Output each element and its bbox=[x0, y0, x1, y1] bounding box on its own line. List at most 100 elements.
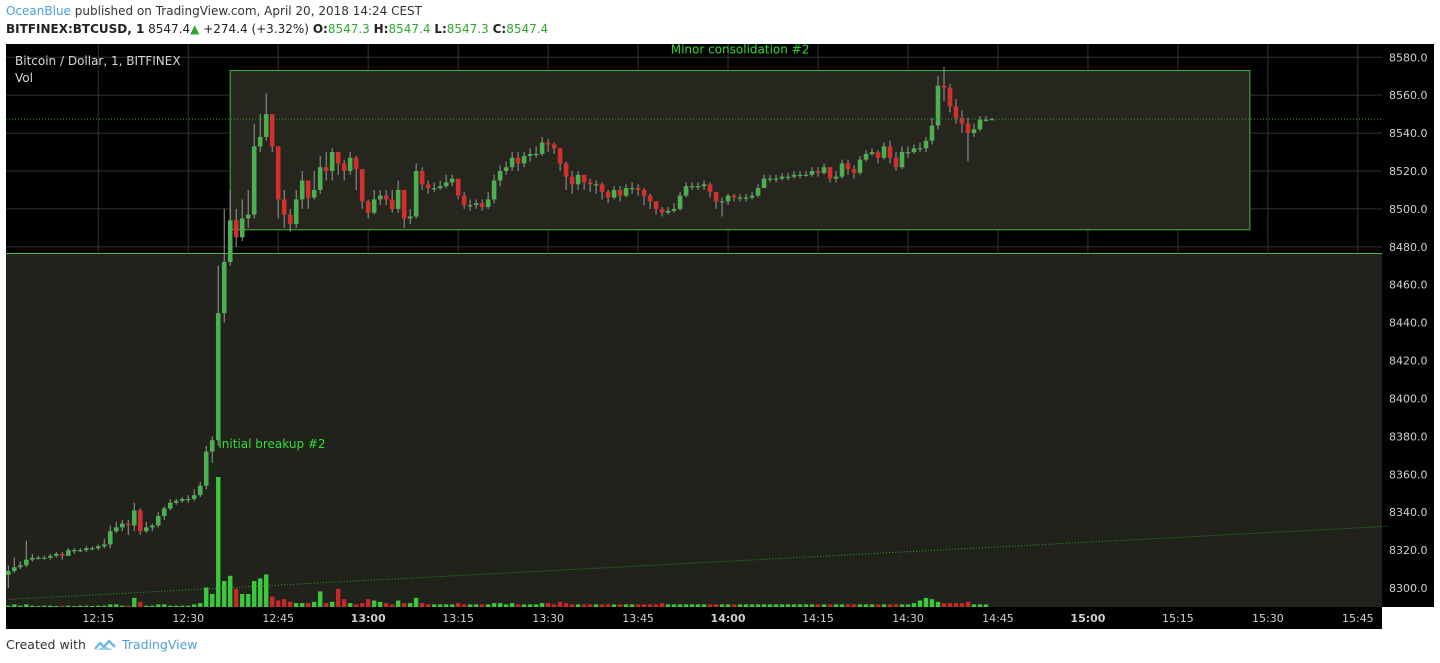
candle-body bbox=[851, 169, 857, 173]
volume-bar bbox=[455, 603, 461, 607]
candles bbox=[6, 66, 995, 589]
volume-bar bbox=[623, 604, 629, 607]
volume-bar bbox=[755, 604, 761, 607]
volume-bar bbox=[635, 604, 641, 607]
candle-body bbox=[881, 146, 887, 158]
candle-body bbox=[71, 550, 77, 552]
volume-bar bbox=[959, 603, 965, 607]
volume-bar bbox=[317, 591, 323, 607]
candle-body bbox=[263, 114, 269, 137]
price-tick-label: 8320.0 bbox=[1389, 544, 1428, 557]
volume-bar bbox=[395, 600, 401, 607]
volume-bar bbox=[240, 594, 245, 607]
candle-body bbox=[905, 152, 911, 154]
candle-body bbox=[839, 163, 845, 177]
volume-bar bbox=[282, 599, 287, 607]
volume-bar bbox=[311, 601, 317, 607]
volume-bar bbox=[941, 603, 947, 607]
candle-body bbox=[761, 178, 767, 189]
volume-bar bbox=[809, 604, 815, 607]
volume-bar bbox=[707, 604, 713, 607]
volume-bar bbox=[473, 604, 479, 607]
price-chart[interactable]: 8300.0 8320.0 8340.0 8360.0 8380.0 8400.0 8420… bbox=[0, 42, 1440, 629]
volume-bar bbox=[425, 604, 431, 607]
candle-body bbox=[329, 152, 335, 172]
candle-body bbox=[377, 195, 383, 200]
candle-body bbox=[719, 201, 725, 203]
time-tick-label: 13:45 bbox=[622, 612, 654, 625]
volume-bar bbox=[323, 603, 329, 607]
volume-bar bbox=[174, 605, 179, 607]
chart-container[interactable]: 8300.0 8320.0 8340.0 8360.0 8380.0 8400.0 8420… bbox=[0, 42, 1440, 629]
volume-bar bbox=[168, 605, 173, 607]
time-axis-labels: 12:15 12:30 12:45 13:00 13:15 13:30 13:45 14:00… bbox=[82, 612, 1373, 625]
candle-body bbox=[737, 197, 743, 199]
candle-body bbox=[893, 157, 899, 168]
consolidation-label[interactable]: Minor consolidation #2 bbox=[671, 43, 810, 57]
volume-bar bbox=[587, 604, 593, 607]
candle-body bbox=[977, 119, 983, 130]
candle-body bbox=[239, 218, 245, 238]
volume-bar bbox=[683, 604, 689, 607]
volume-bar bbox=[42, 605, 47, 607]
trend-line bbox=[8, 525, 1388, 600]
candle-body bbox=[587, 182, 593, 185]
volume-bar bbox=[923, 597, 929, 607]
volume-bar bbox=[911, 603, 917, 607]
candle-body bbox=[311, 189, 317, 198]
candle-body bbox=[401, 189, 407, 219]
candle-body bbox=[245, 214, 251, 219]
volume-bar bbox=[863, 604, 869, 607]
volume-bar bbox=[6, 605, 11, 607]
candle-body bbox=[875, 152, 881, 158]
candle-body bbox=[569, 176, 575, 185]
candle-body bbox=[269, 114, 275, 147]
time-tick-label: 15:00 bbox=[1070, 612, 1105, 625]
candle-body bbox=[869, 152, 875, 154]
volume-bar bbox=[647, 604, 653, 607]
candle-body bbox=[227, 220, 233, 262]
volume-bar bbox=[365, 599, 371, 607]
price-axis[interactable] bbox=[1382, 44, 1434, 607]
author-link[interactable]: OceanBlue bbox=[6, 4, 71, 18]
candle-body bbox=[149, 525, 155, 528]
time-tick-label: 14:15 bbox=[802, 612, 834, 625]
candle-body bbox=[473, 203, 479, 206]
tradingview-logo-icon[interactable] bbox=[94, 638, 116, 652]
price-tick-label: 8420.0 bbox=[1389, 355, 1428, 368]
candle-body bbox=[629, 188, 635, 190]
candle-body bbox=[197, 485, 203, 496]
tradingview-link[interactable]: TradingView bbox=[121, 637, 198, 652]
volume-bar bbox=[144, 605, 149, 607]
volume-bar bbox=[599, 604, 605, 607]
price-tick-label: 8580.0 bbox=[1389, 51, 1428, 64]
price-tick-label: 8460.0 bbox=[1389, 279, 1428, 292]
candle-body bbox=[431, 188, 437, 190]
publish-text: published on TradingView.com, April 20, … bbox=[70, 4, 422, 18]
volume-bar bbox=[108, 604, 113, 607]
candle-body bbox=[797, 174, 803, 176]
candle-body bbox=[605, 191, 611, 198]
volume-bar bbox=[611, 604, 617, 607]
volume-bar bbox=[779, 604, 785, 607]
volume-bar bbox=[665, 604, 671, 607]
breakup-label[interactable]: Initial breakup #2 bbox=[218, 437, 325, 451]
volume-bar bbox=[300, 603, 305, 607]
price-tick-label: 8480.0 bbox=[1389, 241, 1428, 254]
volume-bar bbox=[743, 604, 749, 607]
volume-bar bbox=[210, 594, 215, 607]
candle-body bbox=[113, 527, 119, 532]
candle-body bbox=[707, 184, 713, 192]
volume-bar bbox=[719, 604, 725, 607]
volume-bar bbox=[18, 605, 23, 607]
candle-body bbox=[749, 195, 755, 198]
volume-bar bbox=[953, 603, 959, 607]
volume-bar bbox=[126, 605, 131, 607]
candle-body bbox=[989, 119, 995, 121]
volume-bar bbox=[659, 603, 665, 607]
candle-body bbox=[521, 155, 527, 164]
volume-bar bbox=[893, 604, 899, 607]
volume-bar bbox=[407, 603, 413, 607]
time-axis[interactable] bbox=[6, 607, 1382, 629]
symbol-info: BITFINEX:BTCUSD, 1 8547.4▲ +274.4 (+3.32… bbox=[6, 21, 548, 38]
